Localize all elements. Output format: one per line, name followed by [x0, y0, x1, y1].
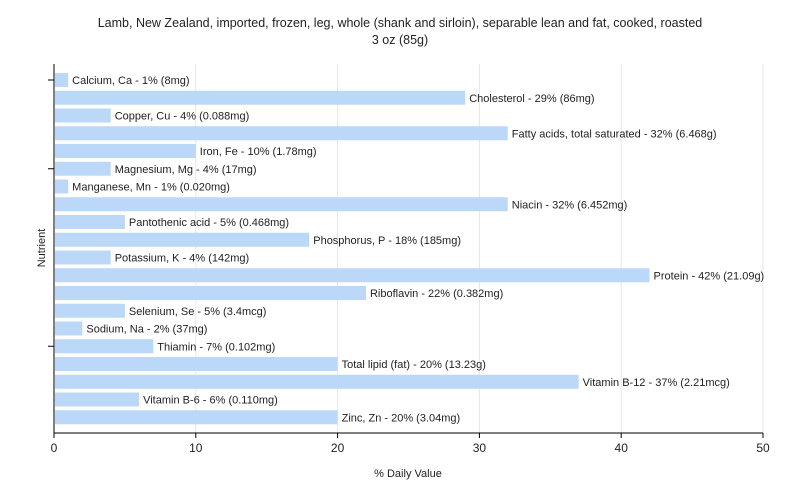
x-tick-label-3: 30	[473, 441, 487, 455]
bar-label-7: Niacin - 32% (6.452mg)	[512, 199, 628, 211]
axes-group	[48, 64, 763, 434]
x-axis-label: % Daily Value	[374, 468, 442, 480]
bar-label-11: Protein - 42% (21.09g)	[654, 270, 765, 282]
bar-label-13: Selenium, Se - 5% (3.4mcg)	[129, 306, 267, 318]
bar-label-18: Vitamin B-6 - 6% (0.110mg)	[143, 395, 278, 407]
bar-label-3: Fatty acids, total saturated - 32% (6.46…	[512, 128, 717, 140]
bar-label-8: Pantothenic acid - 5% (0.468mg)	[129, 217, 289, 229]
x-tick-label-4: 40	[615, 441, 629, 455]
chart-subtitle: 3 oz (85g)	[372, 33, 428, 47]
bar-13	[55, 303, 125, 318]
bar-4	[55, 144, 196, 158]
x-tick-label-2: 20	[331, 441, 345, 455]
x-tick-labels: 0 10 20 30 40 50	[51, 433, 770, 455]
chart-title: Lamb, New Zealand, imported, frozen, leg…	[98, 16, 703, 30]
bar-11	[55, 268, 650, 283]
bar-1	[55, 90, 466, 105]
bar-14	[55, 321, 83, 336]
bar-7	[55, 197, 508, 212]
bar-label-0: Calcium, Ca - 1% (8mg)	[72, 75, 189, 87]
bar-label-5: Magnesium, Mg - 4% (17mg)	[115, 164, 257, 176]
bar-label-1: Cholesterol - 29% (86mg)	[469, 93, 594, 105]
bar-3	[55, 126, 508, 141]
bar-label-19: Zinc, Zn - 20% (3.04mg)	[342, 412, 461, 424]
bar-label-16: Total lipid (fat) - 20% (13.23g)	[342, 359, 486, 371]
bar-8	[55, 215, 125, 229]
bar-label-9: Phosphorus, P - 18% (185mg)	[313, 235, 461, 247]
y-axis-label: Nutrient	[36, 229, 48, 268]
bar-label-6: Manganese, Mn - 1% (0.020mg)	[72, 182, 230, 194]
bar-label-14: Sodium, Na - 2% (37mg)	[86, 324, 207, 336]
bar-16	[55, 357, 338, 371]
x-tick-label-0: 0	[51, 441, 58, 455]
bar-9	[55, 232, 310, 247]
bar-19	[55, 410, 338, 425]
bar-label-4: Iron, Fe - 10% (1.78mg)	[200, 146, 317, 158]
grid-lines	[195, 64, 764, 433]
bar-label-17: Vitamin B-12 - 37% (2.21mcg)	[583, 377, 730, 389]
bar-0	[55, 73, 69, 87]
bar-label-12: Riboflavin - 22% (0.382mg)	[370, 288, 503, 300]
x-tick-label-1: 10	[189, 441, 203, 455]
bar-label-15: Thiamin - 7% (0.102mg)	[157, 341, 275, 353]
bar-10	[55, 250, 111, 265]
bar-label-10: Potassium, K - 4% (142mg)	[115, 253, 250, 265]
bar-2	[55, 108, 111, 123]
bar-label-2: Copper, Cu - 4% (0.088mg)	[115, 111, 250, 123]
bar-5	[55, 161, 111, 176]
bars-group: Calcium, Ca - 1% (8mg) Cholesterol - 29% …	[55, 73, 765, 425]
bar-17	[55, 374, 579, 389]
bar-15	[55, 339, 154, 354]
bar-12	[55, 286, 366, 300]
bar-6	[55, 179, 69, 194]
bar-18	[55, 392, 140, 407]
x-tick-label-5: 50	[756, 441, 770, 455]
